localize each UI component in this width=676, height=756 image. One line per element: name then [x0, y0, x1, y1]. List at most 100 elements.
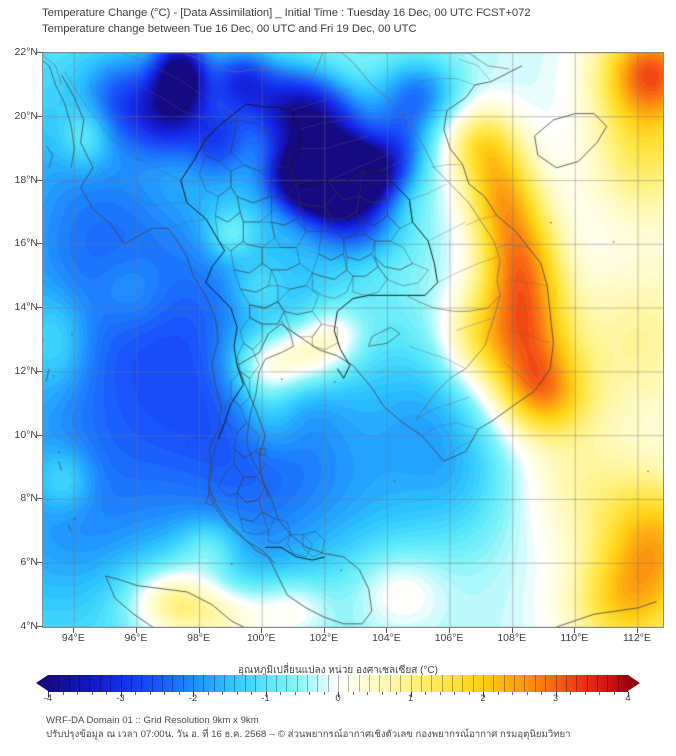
y-axis-tick-label: 6°N — [20, 556, 38, 569]
colorbar-segment-line — [534, 675, 536, 692]
colorbar-title: อุณหภูมิเปลี่ยนแปลง หน่วย องศาเซลเซียส (… — [238, 665, 438, 676]
colorbar-major-tick — [193, 692, 194, 697]
colorbar-segment-line — [151, 675, 153, 692]
colorbar-minor-tick — [541, 692, 542, 695]
colorbar-minor-tick — [570, 692, 571, 695]
colorbar-major-tick — [48, 692, 49, 697]
x-axis-tick-label: 106°E — [434, 632, 464, 644]
colorbar-segment-line — [79, 675, 81, 692]
colorbar-body — [48, 675, 628, 692]
colorbar-minor-tick — [294, 692, 296, 695]
chart-title-block: Temperature Change (°C) - [Data Assimila… — [42, 6, 662, 37]
colorbar-segment-line — [420, 675, 422, 692]
colorbar-segment-line — [389, 675, 391, 692]
colorbar-major-tick — [265, 692, 267, 697]
colorbar-segment-line — [213, 675, 215, 692]
colorbar — [36, 675, 640, 692]
colorbar-segment-line — [576, 675, 578, 692]
x-axis-tick-label: 104°E — [372, 632, 401, 644]
footer-block: WRF-DA Domain 01 :: Grid Resolution 9km … — [46, 714, 666, 741]
colorbar-minor-tick — [381, 692, 383, 695]
colorbar-minor-tick — [164, 692, 165, 695]
colorbar-major-tick — [483, 692, 484, 697]
colorbar-segment-line — [172, 675, 174, 692]
colorbar-segment-line — [130, 675, 132, 692]
y-axis-tick-mark — [37, 498, 42, 500]
x-axis-tick-mark — [198, 628, 200, 633]
y-axis-tick-mark — [37, 626, 42, 627]
colorbar-minor-tick — [149, 692, 151, 695]
colorbar-minor-tick — [135, 692, 136, 695]
map-plot-area — [42, 52, 664, 628]
x-axis-tick-label: 100°E — [246, 632, 276, 644]
colorbar-minor-tick — [207, 692, 209, 695]
colorbar-tick-label: -2 — [188, 693, 198, 704]
footer-credit: ปรับปรุงข้อมูล ณ เวลา 07:00น. วัน อ. ที่… — [46, 728, 571, 740]
footer-model-info: WRF-DA Domain 01 :: Grid Resolution 9km … — [46, 715, 259, 726]
colorbar-segment-line — [203, 675, 205, 692]
colorbar-segment-line — [317, 675, 319, 692]
y-axis-tick-mark — [37, 562, 42, 564]
colorbar-segment-line — [275, 675, 277, 692]
colorbar-tick-label: -3 — [116, 693, 125, 704]
colorbar-segment-line — [306, 675, 308, 692]
y-axis-tick-label: 18°N — [14, 173, 38, 186]
colorbar-minor-tick — [106, 692, 107, 695]
colorbar-minor-tick — [236, 692, 238, 695]
x-axis-tick-mark — [323, 628, 325, 633]
colorbar-segment-line — [110, 675, 112, 692]
page-title: Temperature Change (°C) - [Data Assimila… — [42, 7, 531, 19]
colorbar-minor-tick — [613, 692, 615, 695]
x-axis-tick-mark — [449, 628, 451, 633]
x-axis-tick-mark — [511, 628, 513, 633]
colorbar-segment-line — [296, 675, 298, 692]
colorbar-major-tick — [628, 692, 629, 697]
colorbar-segment-line — [338, 675, 339, 692]
y-axis-tick-mark — [37, 243, 42, 245]
x-axis-tick-label: 108°E — [497, 632, 527, 644]
colorbar-segment-line — [234, 675, 236, 692]
colorbar-segment-line — [58, 675, 60, 692]
colorbar-minor-tick — [584, 692, 586, 695]
y-axis-tick-label: 16°N — [14, 237, 38, 250]
colorbar-major-tick — [410, 692, 412, 697]
colorbar-segment-line — [524, 675, 526, 692]
colorbar-segment-line — [182, 675, 184, 692]
y-axis-tick-label: 12°N — [14, 364, 38, 377]
colorbar-minor-tick — [91, 692, 93, 695]
y-axis-tick-label: 20°N — [14, 109, 38, 122]
colorbar-tick-label: 0 — [335, 693, 341, 704]
colorbar-minor-tick — [468, 692, 470, 695]
colorbar-segment-line — [451, 675, 453, 692]
temperature-anomaly-heatmap — [43, 53, 663, 627]
y-axis-tick-mark — [37, 179, 42, 181]
colorbar-segment-line — [462, 675, 464, 692]
x-axis-tick-mark — [386, 628, 388, 633]
colorbar-minor-tick — [497, 692, 499, 695]
colorbar-minor-tick — [439, 692, 441, 695]
colorbar-segment-line — [441, 675, 443, 692]
colorbar-minor-tick — [280, 692, 281, 695]
y-axis-tick-label: 22°N — [14, 46, 38, 58]
x-axis-tick-mark — [261, 628, 263, 633]
colorbar-segment-line — [617, 675, 619, 692]
colorbar-minor-tick — [352, 692, 354, 695]
colorbar-minor-tick — [178, 692, 180, 695]
colorbar-segment-line — [193, 675, 194, 692]
colorbar-segment-line — [379, 675, 381, 692]
colorbar-minor-tick — [309, 692, 310, 695]
colorbar-minor-tick — [512, 692, 513, 695]
colorbar-segment-line — [483, 675, 484, 692]
colorbar-minor-tick — [396, 692, 397, 695]
colorbar-min-arrow — [36, 675, 48, 691]
colorbar-segment-line — [265, 675, 267, 692]
colorbar-segment-line — [89, 675, 91, 692]
x-axis-tick-label: 94°E — [61, 632, 85, 644]
colorbar-major-tick — [338, 692, 339, 697]
colorbar-segment-line — [493, 675, 495, 692]
colorbar-segment-line — [327, 675, 329, 692]
colorbar-segment-line — [607, 675, 609, 692]
colorbar-segment-line — [286, 675, 288, 692]
colorbar-segment-line — [410, 675, 412, 692]
colorbar-segment-lines — [48, 675, 628, 692]
